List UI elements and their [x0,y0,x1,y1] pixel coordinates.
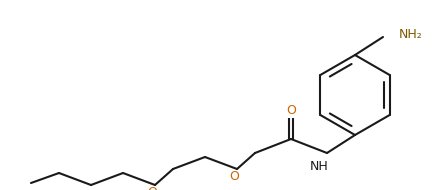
Text: NH: NH [310,160,328,173]
Text: O: O [286,104,296,116]
Text: O: O [229,170,239,184]
Text: NH₂: NH₂ [399,28,423,40]
Text: O: O [147,187,157,190]
